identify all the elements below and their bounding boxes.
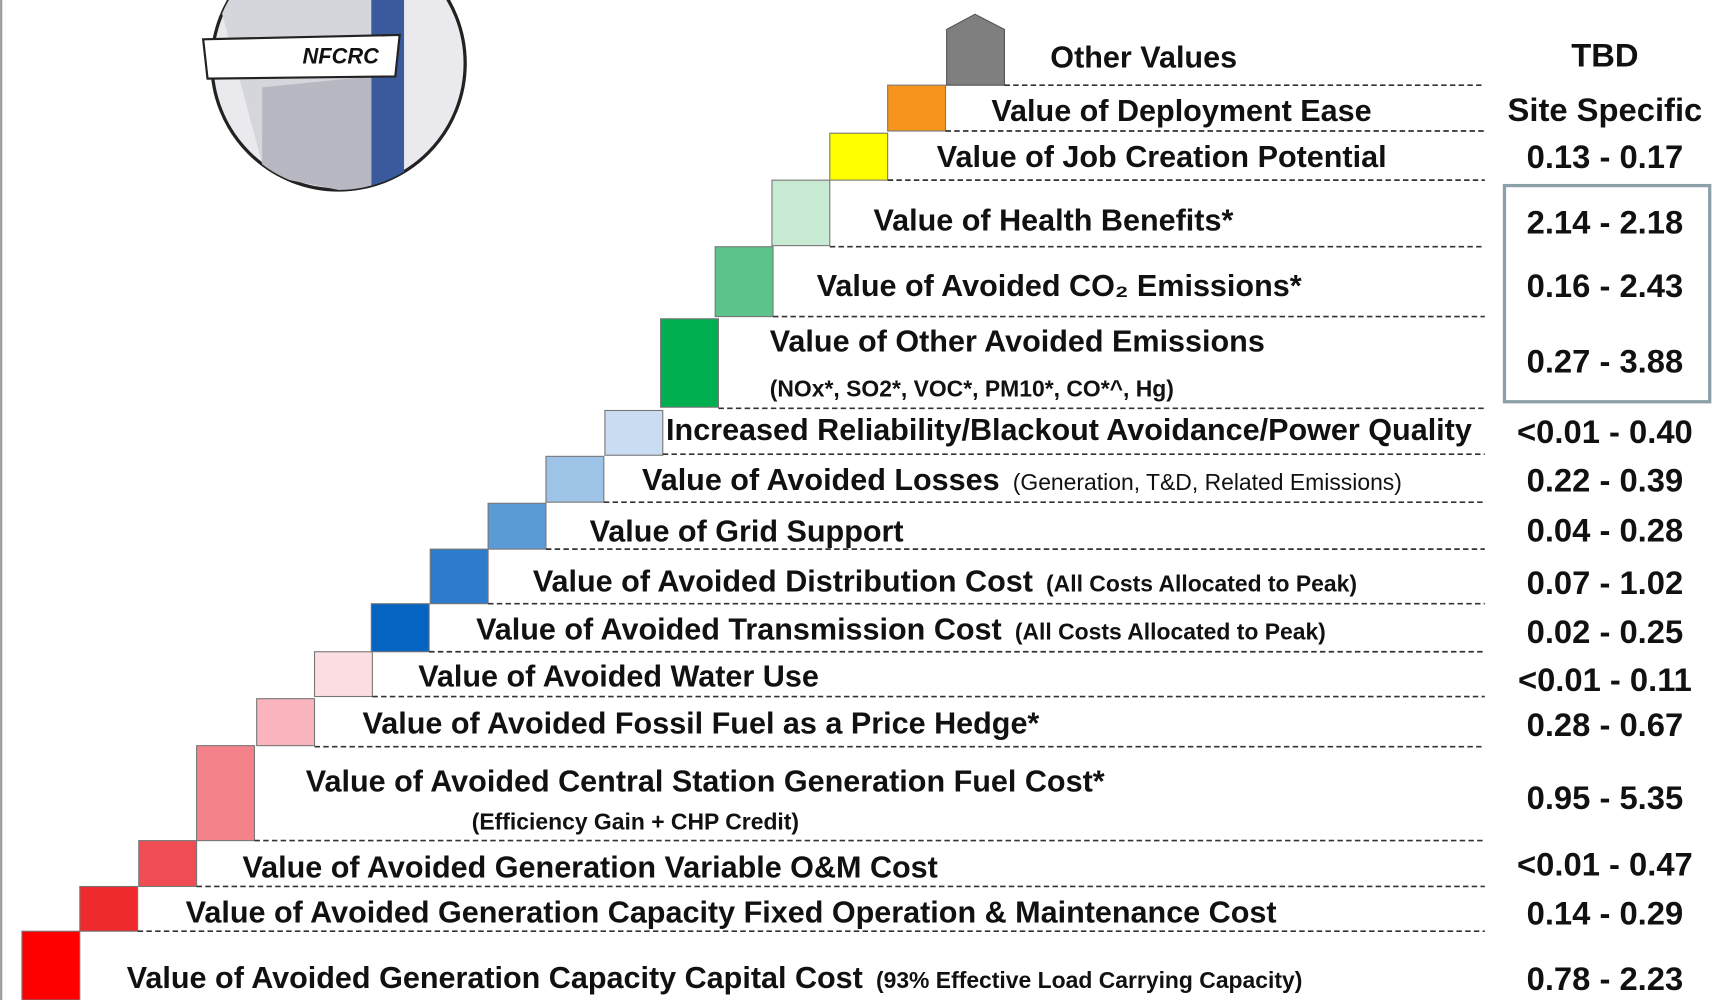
label-text: Value of Grid Support [590,514,904,548]
row-value: 0.95 - 5.35 [1527,779,1684,816]
label-note: (All Costs Allocated to Peak) [1046,571,1357,597]
page: NFCRC Other Values TBD Value of Deployment… [0,0,1712,1000]
label-note: (All Costs Allocated to Peak) [1015,619,1326,645]
row-value: <0.01 - 0.47 [1517,846,1693,883]
label-note: (93% Effective Load Carrying Capacity) [876,967,1302,993]
label-note: (Efficiency Gain + CHP Credit) [472,809,799,835]
step [546,456,604,502]
row-label: Value of Deployment Ease [991,94,1371,128]
label-text: Value of Avoided Fossil Fuel as a Price … [363,707,1040,741]
label-text: Value of Health Benefits* [873,203,1233,237]
step [197,746,255,841]
row-label: Increased Reliability/Blackout Avoidance… [666,413,1472,447]
step [257,699,315,746]
step [315,652,373,697]
step [661,319,719,407]
row-label: Value of Health Benefits* [873,203,1233,237]
row-label: Value of Avoided Generation Variable O&M… [242,851,937,885]
row-value: 0.07 - 1.02 [1527,564,1684,601]
label-text: Value of Avoided Losses [642,463,1000,497]
step [888,85,946,131]
step [715,247,773,317]
row-value: <0.01 - 0.11 [1518,661,1692,698]
label-text: Value of Avoided Distribution Cost [533,565,1033,599]
label-note: (NOx*, SO2*, VOC*, PM10*, CO*^, Hg) [770,375,1174,401]
label-note: (Generation, T&D, Related Emissions) [1013,469,1402,495]
row-label: Value of Avoided CO₂ Emissions* [817,269,1302,303]
row-label: Value of Avoided Generation Capacity Cap… [127,961,1303,995]
row-value: Site Specific [1508,91,1703,128]
row-value: TBD [1571,37,1638,74]
row-value: 2.14 - 2.18 [1527,204,1684,241]
row-label: Value of Avoided Water Use [418,660,819,694]
label-text: Increased Reliability/Blackout Avoidance… [666,413,1472,447]
row-value: 0.22 - 0.39 [1527,461,1684,498]
row-label: Value of Job Creation Potential [937,140,1387,174]
row-value: 0.78 - 2.23 [1527,960,1684,997]
row-label: Value of Grid Support [590,514,904,548]
label-text: Value of Deployment Ease [991,94,1371,128]
label-text: Value of Avoided Generation Capacity Fix… [186,895,1277,929]
label-text: Value of Avoided Water Use [418,660,819,694]
step [430,549,488,604]
row-value: 0.13 - 0.17 [1527,138,1684,175]
step [830,133,888,180]
step [605,410,663,455]
row-value: 0.14 - 0.29 [1527,895,1684,932]
label-text: Value of Avoided Transmission Cost [476,613,1002,647]
row-value: <0.01 - 0.40 [1517,413,1693,450]
row-label: Value of Avoided Central Station Generat… [306,764,1105,798]
row-label: Value of Avoided Distribution Cost (All C… [533,565,1357,599]
diagram: NFCRC Other Values TBD Value of Deployment… [0,0,1712,1000]
label-text: Value of Avoided Generation Variable O&M… [242,851,937,885]
row-label: Value of Other Avoided Emissions [770,325,1265,359]
step [139,841,197,887]
step [772,180,830,246]
row-label: Value of Avoided Transmission Cost (All C… [476,613,1326,647]
row-value: 0.27 - 3.88 [1527,342,1684,379]
label-text: Value of Avoided CO₂ Emissions* [817,269,1302,303]
logo-text: NFCRC [303,43,381,68]
row-label: Value of Avoided Generation Capacity Fix… [186,895,1277,929]
step [947,14,1005,85]
row-value: 0.02 - 0.25 [1527,613,1684,650]
row-label: Other Values [1050,41,1237,75]
row-label: Value of Avoided Losses (Generation, T&D,… [642,463,1402,497]
row-value: 0.16 - 2.43 [1527,267,1684,304]
label-text: Value of Avoided Central Station Generat… [306,764,1105,798]
step [371,604,429,652]
label-text: Value of Avoided Generation Capacity Cap… [127,961,863,995]
row-value: 0.28 - 0.67 [1527,706,1684,743]
step [22,931,80,1000]
label-text: Other Values [1050,41,1237,75]
label-text: Value of Job Creation Potential [937,140,1387,174]
label-text: Value of Other Avoided Emissions [770,325,1265,359]
step [488,503,546,549]
step [80,886,138,931]
logo: NFCRC [203,0,465,197]
row-label: Value of Avoided Fossil Fuel as a Price … [363,707,1040,741]
row-value: 0.04 - 0.28 [1527,511,1684,548]
